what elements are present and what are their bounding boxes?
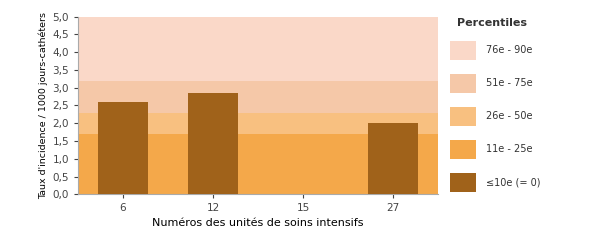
Bar bbox=[368, 123, 418, 194]
FancyBboxPatch shape bbox=[450, 74, 476, 93]
Bar bbox=[78, 81, 438, 113]
X-axis label: Numéros des unités de soins intensifs: Numéros des unités de soins intensifs bbox=[152, 218, 364, 228]
Text: ≤10e (= 0): ≤10e (= 0) bbox=[486, 178, 541, 187]
Text: 26e - 50e: 26e - 50e bbox=[486, 111, 533, 121]
Bar bbox=[78, 17, 438, 81]
Text: Percentiles: Percentiles bbox=[457, 18, 527, 28]
Text: 51e - 75e: 51e - 75e bbox=[486, 78, 533, 88]
Y-axis label: Taux d'incidence / 1000 jours-cathéters: Taux d'incidence / 1000 jours-cathéters bbox=[38, 12, 48, 199]
Bar bbox=[78, 113, 438, 134]
Bar bbox=[98, 102, 148, 194]
Bar bbox=[188, 93, 238, 194]
Bar bbox=[78, 134, 438, 194]
FancyBboxPatch shape bbox=[450, 173, 476, 192]
Text: 76e - 90e: 76e - 90e bbox=[486, 45, 532, 55]
Text: 11e - 25e: 11e - 25e bbox=[486, 144, 533, 155]
FancyBboxPatch shape bbox=[450, 41, 476, 60]
FancyBboxPatch shape bbox=[450, 140, 476, 159]
FancyBboxPatch shape bbox=[450, 107, 476, 126]
